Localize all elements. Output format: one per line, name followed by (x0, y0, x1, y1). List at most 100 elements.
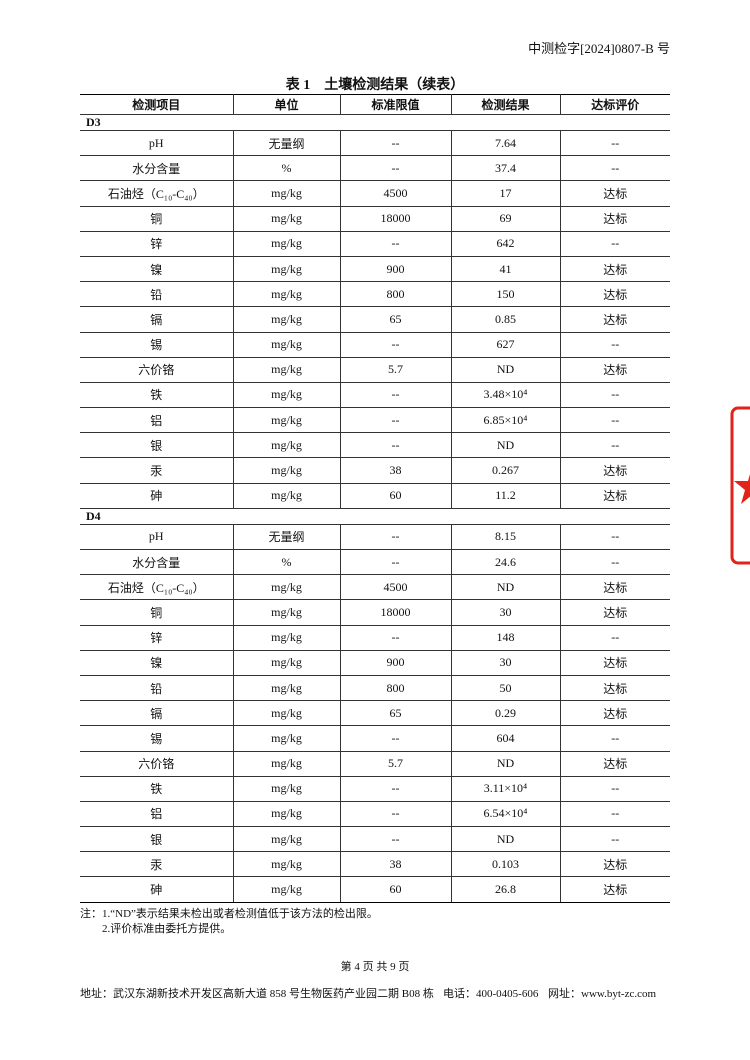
data-row: 水分含量% -- 24.6 -- (80, 548, 670, 576)
cell: -- (339, 800, 452, 828)
cell: -- (559, 407, 670, 434)
cell: 铜 (80, 599, 234, 626)
cell: 达标 (559, 574, 670, 601)
cell: ND (450, 750, 561, 777)
cell: 锡 (80, 725, 234, 752)
cell: mg/kg (232, 331, 341, 358)
cell: mg/kg (232, 800, 341, 828)
cell: 6.54×10⁴ (450, 800, 561, 828)
cell: 达标 (559, 599, 670, 626)
cell: 石油烃（C₁₀-C₄₀） (80, 180, 234, 207)
cell: 18000 (339, 205, 452, 232)
data-row: 砷 mg/kg 60 26.8 达标 (80, 876, 670, 903)
cell: 达标 (559, 457, 670, 484)
cell: 30 (450, 649, 561, 676)
cell: 0.29 (450, 700, 561, 727)
cell: mg/kg (232, 255, 341, 283)
cell: -- (559, 381, 670, 409)
cell: pH (80, 129, 234, 157)
data-row: 锡 mg/kg -- 627 -- (80, 331, 670, 358)
cell: -- (559, 129, 670, 157)
header-row: 检测项目 单位 标准限值 检测结果 达标评价 (80, 94, 670, 115)
data-row: 锌 mg/kg -- 642 -- (80, 230, 670, 257)
cell: 8.15 (450, 523, 561, 551)
cell: 38 (339, 851, 452, 878)
cell: 26.8 (450, 876, 561, 903)
cell: 达标 (559, 306, 670, 333)
cell: mg/kg (232, 775, 341, 802)
table-title: 表 1 土壤检测结果（续表） (285, 78, 465, 93)
cell: mg/kg (232, 599, 341, 626)
cell: mg/kg (232, 281, 341, 308)
cell: % (232, 548, 341, 576)
cell: 镍 (80, 649, 234, 676)
cell: mg/kg (232, 750, 341, 777)
cell: -- (339, 129, 452, 157)
data-row: 镉 mg/kg 65 0.85 达标 (80, 306, 670, 333)
cell: mg/kg (232, 407, 341, 434)
cell: mg/kg (232, 457, 341, 484)
cell: 3.48×10⁴ (450, 381, 561, 409)
data-row: 锡 mg/kg -- 604 -- (80, 725, 670, 752)
cell: 水分含量 (80, 548, 234, 576)
cell: 铝 (80, 800, 234, 828)
cell: 水分含量 (80, 155, 234, 182)
cell: 达标 (559, 674, 670, 702)
data-row: 六价铬 mg/kg 5.7 ND 达标 (80, 356, 670, 383)
cell: 六价铬 (80, 750, 234, 777)
data-row: 铜 mg/kg 18000 30 达标 (80, 599, 670, 626)
cell: 铁 (80, 775, 234, 802)
cell: 镍 (80, 255, 234, 283)
cell: mg/kg (232, 674, 341, 702)
cell: 41 (450, 255, 561, 283)
cell: 50 (450, 674, 561, 702)
cell: 6.85×10⁴ (450, 407, 561, 434)
cell: -- (339, 548, 452, 576)
cell: ND (450, 574, 561, 601)
cell: -- (339, 155, 452, 182)
cell: 达标 (559, 750, 670, 777)
cell: -- (339, 331, 452, 358)
cell: 铁 (80, 381, 234, 409)
cell: 达标 (559, 876, 670, 903)
cell: -- (339, 826, 452, 853)
cell: 5.7 (339, 356, 452, 383)
section-label: D4 (80, 507, 670, 525)
report-number: 中测检字[2024]0807-B 号 (528, 41, 670, 56)
cell: -- (559, 624, 670, 651)
cell: 铝 (80, 407, 234, 434)
column-header: 检测结果 (450, 94, 561, 115)
data-row: 镉 mg/kg 65 0.29 达标 (80, 700, 670, 727)
cell: -- (339, 381, 452, 409)
data-row: 铜 mg/kg 18000 69 达标 (80, 205, 670, 232)
cell: 达标 (559, 851, 670, 878)
cell: 18000 (339, 599, 452, 626)
cell: 石油烃（C₁₀-C₄₀） (80, 574, 234, 601)
cell: 60 (339, 876, 452, 903)
cell: 达标 (559, 700, 670, 727)
note: 注：1.“ND”表示结果未检出或者检测值低于该方法的检出限。 (80, 908, 378, 920)
data-row: 石油烃（C₁₀-C₄₀） mg/kg 4500 ND 达标 (80, 574, 670, 601)
data-row: 石油烃（C₁₀-C₄₀） mg/kg 4500 17 达标 (80, 180, 670, 207)
stamp (730, 406, 750, 565)
cell: 3.11×10⁴ (450, 775, 561, 802)
data-row: pH 无量纲 -- 7.64 -- (80, 129, 670, 157)
section-label: D3 (80, 114, 670, 131)
cell: -- (559, 230, 670, 257)
note: 2.评价标准由委托方提供。 (102, 923, 232, 935)
cell: 镉 (80, 700, 234, 727)
cell: 达标 (559, 180, 670, 207)
cell: 5.7 (339, 750, 452, 777)
website: 网址：www.byt-zc.com (548, 988, 657, 1000)
cell: 达标 (559, 205, 670, 232)
cell: 65 (339, 700, 452, 727)
cell: 汞 (80, 851, 234, 878)
cell: -- (559, 775, 670, 802)
cell: 无量纲 (232, 129, 341, 157)
cell: 642 (450, 230, 561, 257)
cell: 900 (339, 649, 452, 676)
cell: -- (339, 432, 452, 459)
data-row: 铝 mg/kg -- 6.85×10⁴ -- (80, 407, 670, 434)
cell: -- (339, 624, 452, 651)
